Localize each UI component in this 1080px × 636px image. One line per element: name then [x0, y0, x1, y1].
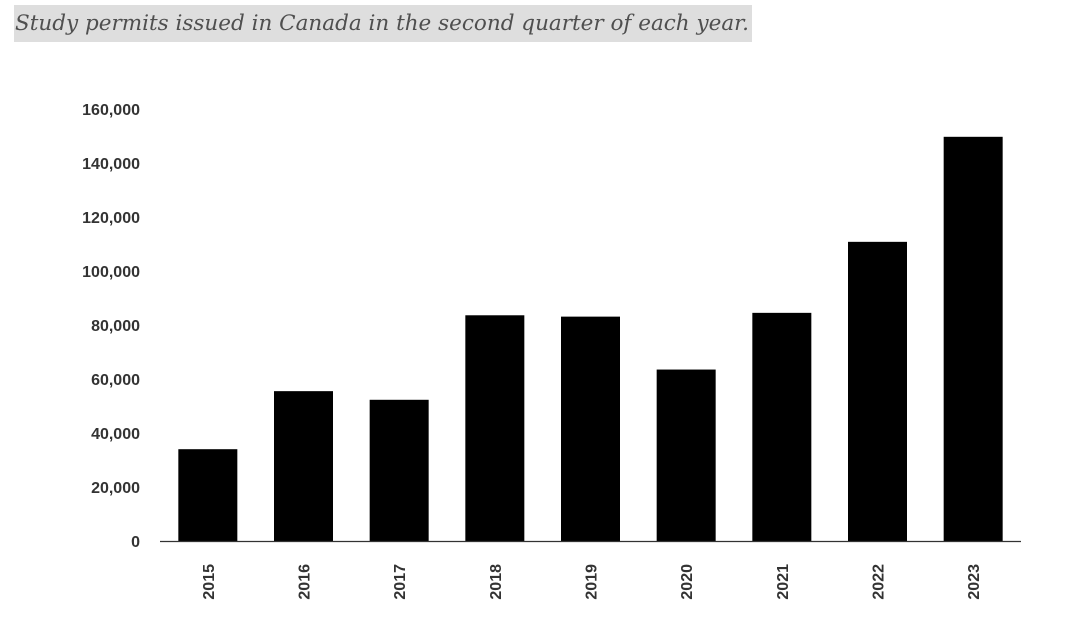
y-tick-label: 0	[131, 534, 140, 551]
x-tick-label: 2016	[297, 564, 314, 600]
chart-caption: Study permits issued in Canada in the se…	[14, 5, 752, 42]
y-tick-label: 40,000	[91, 426, 140, 443]
y-tick-label: 120,000	[82, 210, 140, 227]
y-tick-label: 60,000	[91, 372, 140, 389]
y-axis-tick-labels: 0 20,000 40,000 60,000 80,000 100,000 120,000 1…	[82, 102, 140, 551]
bar-2021	[752, 312, 812, 541]
bar-2017	[369, 399, 429, 541]
x-tick-label: 2020	[679, 564, 696, 600]
y-tick-label: 80,000	[91, 318, 140, 335]
x-tick-label: 2019	[584, 564, 601, 600]
bar-2022	[848, 241, 907, 541]
x-axis-tick-labels: 2015 2016 2017 2018 2019 2020 2021 2022 2023	[201, 564, 983, 600]
bar-2016	[274, 391, 333, 541]
bar-2019	[561, 316, 620, 541]
x-tick-label: 2021	[775, 564, 792, 600]
bar-2018	[465, 315, 525, 541]
x-tick-label: 2023	[966, 564, 983, 600]
bars	[178, 136, 1003, 541]
x-tick-label: 2015	[201, 564, 218, 600]
bar-2015	[178, 449, 238, 541]
x-tick-label: 2017	[392, 564, 409, 600]
y-tick-label: 160,000	[82, 102, 140, 119]
y-tick-label: 140,000	[82, 156, 140, 173]
y-tick-label: 20,000	[91, 480, 140, 497]
x-tick-label: 2022	[871, 564, 888, 600]
x-tick-label: 2018	[488, 564, 505, 600]
y-tick-label: 100,000	[82, 264, 140, 281]
bar-2023	[943, 136, 1003, 541]
bar-2020	[656, 369, 716, 541]
